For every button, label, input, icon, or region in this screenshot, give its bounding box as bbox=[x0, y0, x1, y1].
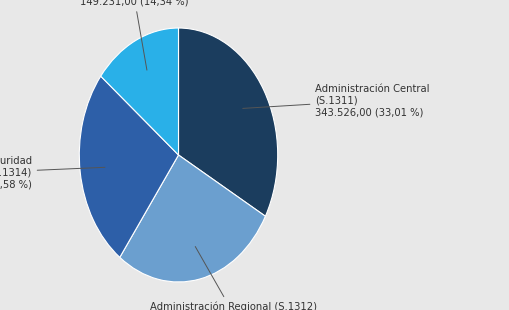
Wedge shape bbox=[79, 76, 178, 257]
Wedge shape bbox=[178, 28, 277, 216]
Wedge shape bbox=[120, 155, 265, 282]
Text: Fondos de Seguridad
Social (S.1314)
266.228,00 (25,58 %): Fondos de Seguridad Social (S.1314) 266.… bbox=[0, 156, 105, 189]
Text: Administración Local (S.1313)
149.231,00 (14,34 %): Administración Local (S.1313) 149.231,00… bbox=[59, 0, 208, 70]
Text: Administración Regional (S.1312)
281.744,00 (27,07 %): Administración Regional (S.1312) 281.744… bbox=[149, 246, 316, 310]
Text: Administración Central
(S.1311)
343.526,00 (33,01 %): Administración Central (S.1311) 343.526,… bbox=[242, 84, 429, 117]
Wedge shape bbox=[101, 28, 178, 155]
